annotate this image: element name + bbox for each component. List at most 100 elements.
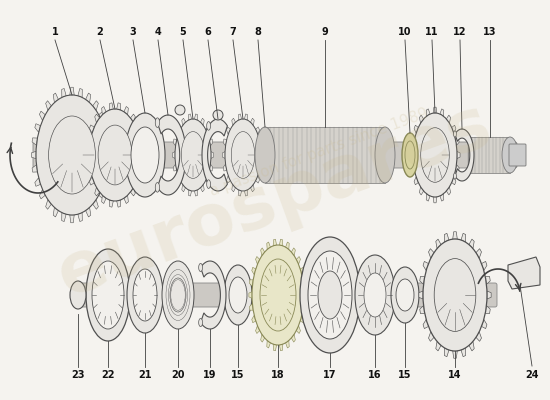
Polygon shape (279, 344, 283, 351)
Text: 24: 24 (525, 370, 539, 380)
Polygon shape (428, 249, 434, 258)
Text: 14: 14 (448, 370, 462, 380)
Ellipse shape (375, 127, 395, 183)
Polygon shape (444, 233, 449, 242)
Ellipse shape (232, 132, 255, 178)
Polygon shape (436, 341, 441, 351)
Polygon shape (444, 348, 449, 357)
Polygon shape (273, 344, 277, 351)
Polygon shape (206, 127, 210, 135)
Polygon shape (244, 114, 248, 120)
Polygon shape (177, 175, 180, 183)
Polygon shape (447, 115, 450, 123)
Text: 13: 13 (483, 27, 497, 37)
Polygon shape (453, 232, 457, 239)
Text: 18: 18 (271, 370, 285, 380)
Ellipse shape (260, 259, 296, 331)
Ellipse shape (127, 257, 163, 333)
Polygon shape (62, 212, 66, 222)
Ellipse shape (92, 261, 124, 329)
Polygon shape (232, 184, 235, 192)
Ellipse shape (89, 109, 141, 201)
Ellipse shape (133, 269, 157, 321)
Ellipse shape (125, 113, 165, 197)
Polygon shape (249, 292, 252, 298)
Polygon shape (455, 129, 474, 181)
Ellipse shape (434, 258, 476, 331)
Polygon shape (296, 256, 300, 264)
Text: 15: 15 (398, 370, 412, 380)
Polygon shape (227, 127, 230, 135)
Polygon shape (481, 320, 487, 328)
Polygon shape (35, 124, 41, 132)
Polygon shape (108, 151, 113, 159)
Polygon shape (40, 111, 45, 120)
Ellipse shape (162, 261, 194, 329)
Text: 3: 3 (130, 27, 136, 37)
Polygon shape (455, 138, 459, 146)
Polygon shape (182, 118, 185, 126)
FancyBboxPatch shape (33, 142, 517, 168)
Polygon shape (139, 138, 144, 146)
Polygon shape (256, 326, 260, 334)
Polygon shape (420, 187, 424, 195)
Polygon shape (423, 320, 428, 328)
Polygon shape (86, 138, 91, 146)
Polygon shape (267, 242, 271, 250)
Ellipse shape (502, 137, 518, 173)
Polygon shape (476, 332, 481, 341)
Polygon shape (194, 190, 198, 196)
Text: 8: 8 (255, 27, 261, 37)
Polygon shape (420, 115, 424, 123)
Ellipse shape (364, 273, 386, 317)
Polygon shape (200, 118, 204, 126)
Polygon shape (261, 152, 263, 158)
Polygon shape (452, 125, 456, 133)
Text: 9: 9 (322, 27, 328, 37)
Polygon shape (244, 190, 248, 196)
Polygon shape (250, 118, 254, 126)
Polygon shape (304, 292, 307, 298)
Polygon shape (102, 106, 106, 115)
Text: 16: 16 (368, 370, 382, 380)
Polygon shape (86, 207, 91, 217)
Polygon shape (188, 114, 191, 120)
Polygon shape (95, 114, 100, 123)
Ellipse shape (423, 239, 487, 351)
Polygon shape (173, 139, 177, 146)
Polygon shape (194, 114, 198, 120)
Ellipse shape (318, 271, 342, 319)
Polygon shape (300, 267, 304, 275)
Polygon shape (85, 151, 89, 159)
Polygon shape (285, 340, 289, 348)
Ellipse shape (131, 127, 159, 183)
Polygon shape (303, 304, 306, 310)
Polygon shape (419, 291, 423, 299)
Polygon shape (98, 111, 105, 120)
Polygon shape (481, 262, 487, 270)
Ellipse shape (207, 180, 211, 188)
Polygon shape (420, 306, 425, 314)
Polygon shape (250, 304, 253, 310)
Ellipse shape (48, 116, 95, 194)
Ellipse shape (199, 318, 202, 326)
Polygon shape (103, 178, 109, 186)
Polygon shape (222, 152, 225, 158)
Ellipse shape (255, 127, 275, 183)
Polygon shape (46, 101, 51, 110)
Polygon shape (102, 195, 106, 204)
Polygon shape (211, 152, 214, 158)
Ellipse shape (454, 173, 456, 179)
Polygon shape (423, 262, 428, 270)
Polygon shape (232, 118, 235, 126)
Polygon shape (35, 178, 41, 186)
Ellipse shape (421, 128, 449, 182)
Polygon shape (457, 151, 460, 159)
Polygon shape (296, 326, 300, 334)
Polygon shape (209, 164, 213, 171)
Polygon shape (273, 239, 277, 246)
Ellipse shape (405, 141, 415, 169)
Polygon shape (261, 334, 265, 342)
Ellipse shape (170, 278, 186, 312)
Polygon shape (78, 88, 82, 98)
